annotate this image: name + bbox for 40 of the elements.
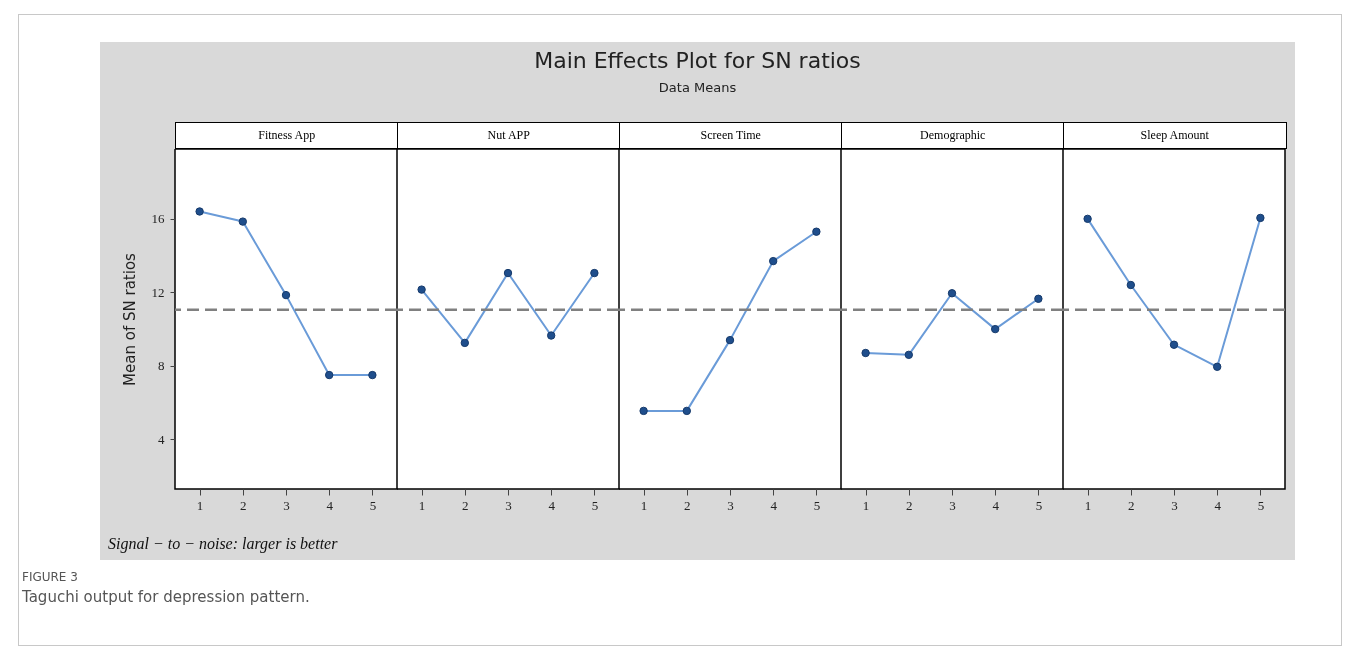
x-tick-label: 1 — [1084, 497, 1092, 513]
x-tick-label: 2 — [1128, 497, 1135, 513]
x-tick-label: 4 — [1214, 497, 1222, 513]
chart-title: Demographic — [841, 122, 1065, 149]
x-tick-label: 2 — [240, 497, 247, 513]
x-tick-label: 4 — [992, 497, 1000, 513]
x-tick-label: 4 — [548, 497, 556, 513]
chart-title: Sleep Amount — [1063, 122, 1287, 149]
x-tick-label: 3 — [1171, 497, 1178, 513]
x-tick-label: 3 — [949, 497, 956, 513]
x-tick-label: 3 — [505, 497, 512, 513]
text: Data Means — [657, 80, 738, 95]
x-tick-label: 5 — [591, 497, 599, 513]
x-tick-label: 1 — [418, 497, 426, 513]
x-tick-label: 4 — [770, 497, 778, 513]
chart-title: Fitness App — [175, 122, 399, 149]
x-tick-label: 5 — [1035, 497, 1043, 513]
text: Signal − to − noise: larger is better — [108, 535, 338, 553]
y-tick-label: 12 — [151, 284, 165, 300]
x-tick-label: 2 — [906, 497, 913, 513]
x-tick-label: 5 — [813, 497, 821, 513]
text: Main Effects Plot for SN ratios — [533, 48, 862, 73]
x-tick-label: 3 — [727, 497, 734, 513]
x-tick-label: 3 — [283, 497, 290, 513]
y-tick-label: 16 — [151, 211, 165, 227]
y-tick-label: 8 — [158, 358, 165, 374]
caption: FIGURE 3 — [22, 570, 78, 584]
x-tick-label: 2 — [462, 497, 469, 513]
x-tick-label: 1 — [640, 497, 648, 513]
text: Taguchi output for depression pattern. — [22, 588, 310, 606]
y-axis-title: Mean of SN ratios — [120, 252, 139, 386]
x-tick-label: 5 — [1257, 497, 1265, 513]
x-tick-label: 1 — [196, 497, 204, 513]
x-tick-label: 5 — [369, 497, 377, 513]
x-tick-label: 4 — [326, 497, 334, 513]
x-tick-label: 1 — [862, 497, 870, 513]
chart-title: Nut APP — [397, 122, 621, 149]
x-tick-label: 2 — [684, 497, 691, 513]
chart-title: Screen Time — [619, 122, 843, 149]
y-tick-label: 4 — [158, 431, 165, 447]
